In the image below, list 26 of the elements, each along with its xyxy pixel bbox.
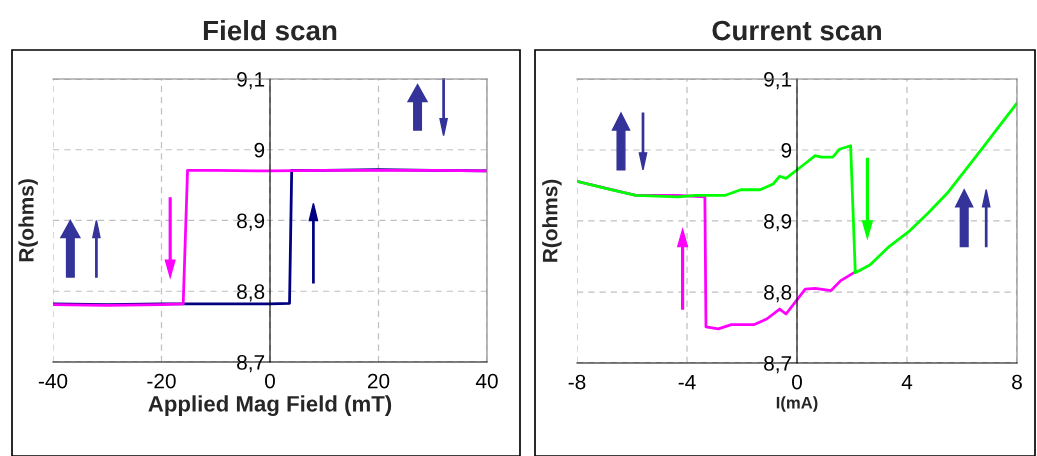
x-tick-label: 4 [901, 374, 913, 390]
chart-title: Field scan [203, 19, 337, 41]
x-tick-label: -4 [678, 374, 696, 390]
x-tick-label: -40 [38, 373, 68, 389]
x-tick-label: -20 [147, 373, 176, 389]
y-tick-label: 8,8 [237, 284, 265, 302]
x-axis-title: Applied Mag Field (mT) [148, 395, 392, 417]
x-tick-label: -8 [568, 374, 586, 390]
y-tick-label: 8,9 [764, 214, 792, 232]
y-tick-label: 8,7 [237, 355, 265, 373]
y-axis-title: R(ohms) [542, 179, 562, 262]
y-tick-label: 9,1 [764, 72, 792, 90]
y-tick-label: 9 [781, 143, 792, 158]
y-tick-label: 8,7 [764, 356, 792, 374]
x-tick-label: 40 [475, 373, 498, 389]
y-tick-label: 9 [254, 142, 265, 158]
x-tick-label: 8 [1012, 374, 1022, 390]
y-tick-label: 8,8 [764, 285, 792, 303]
y-tick-label: 8,9 [237, 213, 265, 231]
x-axis-title: I(mA) [776, 396, 818, 412]
x-tick-label: 20 [367, 373, 390, 389]
y-axis-title: R(ohms) [18, 179, 38, 262]
y-tick-label: 9,1 [237, 72, 265, 90]
x-tick-label: 0 [792, 374, 802, 390]
chart-title: Current scan [712, 20, 881, 41]
x-tick-label: 0 [265, 373, 275, 389]
